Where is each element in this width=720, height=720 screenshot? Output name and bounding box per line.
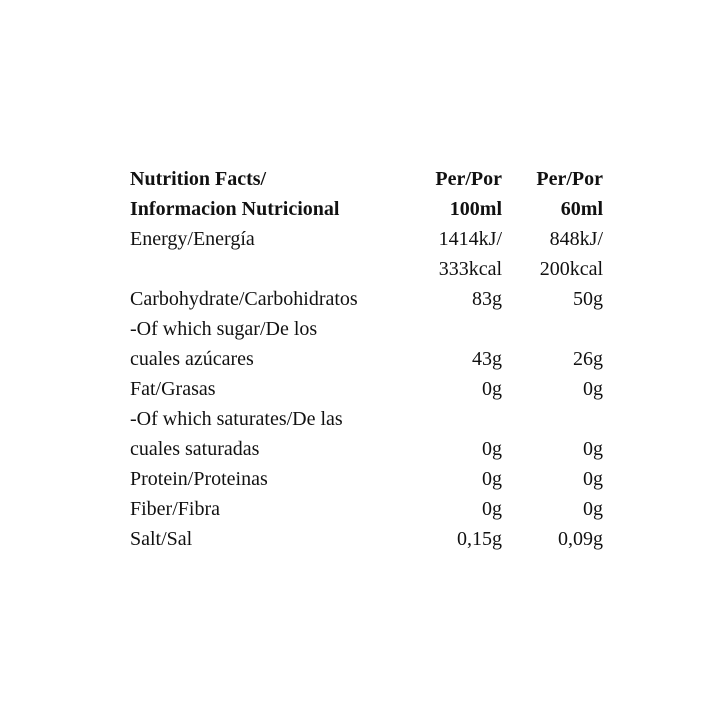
per-60ml-value: 0,09g <box>558 528 603 550</box>
per-100ml-value: 43g <box>472 348 502 370</box>
table-row: Salt/Sal 0,15g 0,09g <box>130 524 605 554</box>
table-row: -Of which saturates/De las <box>130 404 605 434</box>
table-row: Energy/Energía 1414kJ/848kJ/ <box>130 224 605 254</box>
table-row: cuales azúcares 43g 26g <box>130 344 605 374</box>
row-label: Carbohydrate/Carbohidratos <box>130 288 358 310</box>
per-100ml-value: 0g <box>482 498 502 520</box>
table-row: Protein/Proteinas 0g 0g <box>130 464 605 494</box>
row-label: cuales azúcares <box>130 348 254 370</box>
header-row-1: Nutrition Facts/ Per/Por Per/Por <box>130 164 605 194</box>
col2-unit: 60ml <box>560 198 603 220</box>
col2-header: Per/Por <box>536 168 603 190</box>
per-100ml-value: 0g <box>482 438 502 460</box>
per-60ml-value: 0g <box>583 438 603 460</box>
per-100ml-value: 0,15g <box>457 528 502 550</box>
row-label: Energy/Energía <box>130 228 255 250</box>
table-title: Nutrition Facts/ <box>130 168 267 190</box>
table-row: 333kcal 200kcal <box>130 254 605 284</box>
row-label: Protein/Proteinas <box>130 468 268 490</box>
per-60ml-value: 0g <box>583 468 603 490</box>
table-row: Fiber/Fibra 0g 0g <box>130 494 605 524</box>
table-subtitle: Informacion Nutricional <box>130 198 340 220</box>
row-label: cuales saturadas <box>130 438 260 460</box>
per-60ml-value: 26g <box>573 348 603 370</box>
per-60ml-value: 848kJ/ <box>549 228 603 250</box>
per-100ml-value: 0g <box>482 468 502 490</box>
row-label: Fiber/Fibra <box>130 498 220 520</box>
per-100ml-value: 333kcal <box>438 258 502 280</box>
per-60ml-value: 0g <box>583 498 603 520</box>
per-60ml-value: 50g <box>573 288 603 310</box>
per-100ml-value: 0g <box>482 378 502 400</box>
row-label: Fat/Grasas <box>130 378 216 400</box>
header-row-2: Informacion Nutricional 100ml 60ml <box>130 194 605 224</box>
table-row: Carbohydrate/Carbohidratos 83g 50g <box>130 284 605 314</box>
per-60ml-value: 200kcal <box>539 258 603 280</box>
per-100ml-value: 83g <box>472 288 502 310</box>
col1-header: Per/Por <box>435 168 502 190</box>
nutrition-table: Nutrition Facts/ Per/Por Per/Por Informa… <box>130 164 605 554</box>
row-label: -Of which saturates/De las <box>130 408 343 430</box>
per-100ml-value: 1414kJ/ <box>438 228 502 250</box>
row-label: -Of which sugar/De los <box>130 318 318 340</box>
table-row: -Of which sugar/De los <box>130 314 605 344</box>
table-row: cuales saturadas 0g 0g <box>130 434 605 464</box>
table-row: Fat/Grasas 0g 0g <box>130 374 605 404</box>
row-label: Salt/Sal <box>130 528 193 550</box>
col1-unit: 100ml <box>449 198 502 220</box>
per-60ml-value: 0g <box>583 378 603 400</box>
